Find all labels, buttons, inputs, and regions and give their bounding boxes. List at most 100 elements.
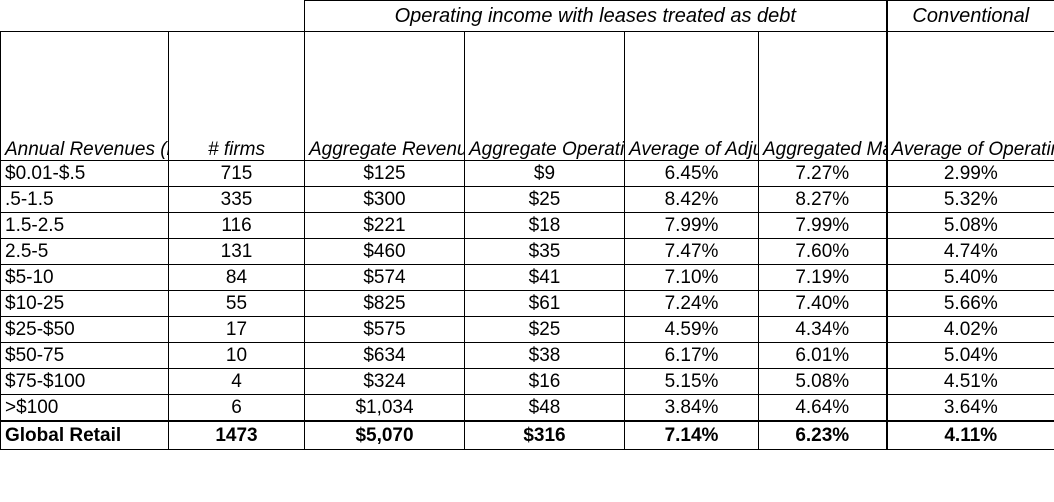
cell-aggregated-margin: 7.60% <box>757 238 888 265</box>
col-header-aggregate-operating-income: Aggregate Operating Income (in $ billion… <box>464 31 625 161</box>
cell-aggregate-operating-income: $61 <box>464 290 625 317</box>
cell-aggregate-revenues: $460 <box>304 238 465 265</box>
cell-aggregate-operating-income: $35 <box>464 238 625 265</box>
cell-avg-adjusted-operating-margin: 5.15% <box>624 368 759 395</box>
cell-avg-adjusted-operating-margin: 7.24% <box>624 290 759 317</box>
cell-avg-adjusted-operating-margin: 7.10% <box>624 264 759 291</box>
total-cell-aggregate-revenues: $5,070 <box>304 420 465 450</box>
cell-aggregate-operating-income: $25 <box>464 186 625 213</box>
cell-aggregate-revenues: $634 <box>304 342 465 369</box>
cell-aggregate-revenues: $125 <box>304 160 465 187</box>
cell-avg-operating-margin: 4.51% <box>885 368 1054 395</box>
cell-avg-adjusted-operating-margin: 6.17% <box>624 342 759 369</box>
table-row: $10-25 55 $825 $61 7.24% 7.40% 5.66% <box>0 290 1054 317</box>
cell-annual-revenues: $5-10 <box>0 264 169 291</box>
cell-avg-adjusted-operating-margin: 4.59% <box>624 316 759 343</box>
cell-aggregate-operating-income: $16 <box>464 368 625 395</box>
cell-aggregate-revenues: $300 <box>304 186 465 213</box>
cell-avg-operating-margin: 5.04% <box>885 342 1054 369</box>
cell-num-firms: 4 <box>168 368 305 395</box>
cell-aggregate-revenues: $574 <box>304 264 465 291</box>
total-cell-aggregated-margin: 6.23% <box>757 420 888 450</box>
cell-avg-adjusted-operating-margin: 7.99% <box>624 212 759 239</box>
cell-aggregated-margin: 4.64% <box>757 394 888 422</box>
cell-avg-operating-margin: 4.74% <box>885 238 1054 265</box>
cell-aggregate-operating-income: $41 <box>464 264 625 291</box>
total-cell-aggregate-operating-income: $316 <box>464 420 625 450</box>
cell-num-firms: 715 <box>168 160 305 187</box>
cell-avg-operating-margin: 3.64% <box>885 394 1054 422</box>
table-row: >$100 6 $1,034 $48 3.84% 4.64% 3.64% <box>0 394 1054 422</box>
cell-avg-operating-margin: 4.02% <box>885 316 1054 343</box>
group-header-blank <box>1 1 305 32</box>
cell-num-firms: 17 <box>168 316 305 343</box>
cell-aggregate-operating-income: $48 <box>464 394 625 422</box>
cell-aggregate-revenues: $825 <box>304 290 465 317</box>
table-row: $75-$100 4 $324 $16 5.15% 5.08% 4.51% <box>0 368 1054 395</box>
total-cell-avg-adjusted-operating-margin: 7.14% <box>624 420 759 450</box>
column-header-row: Annual Revenues (in $ billions) # firms … <box>0 31 1054 161</box>
cell-aggregate-operating-income: $25 <box>464 316 625 343</box>
cell-avg-adjusted-operating-margin: 3.84% <box>624 394 759 422</box>
cell-num-firms: 55 <box>168 290 305 317</box>
col-header-num-firms: # firms <box>168 31 305 161</box>
group-header-leases-as-debt: Operating income with leases treated as … <box>303 0 888 32</box>
cell-aggregate-operating-income: $38 <box>464 342 625 369</box>
table-row: 1.5-2.5 116 $221 $18 7.99% 7.99% 5.08% <box>0 212 1054 239</box>
cell-aggregated-margin: 7.40% <box>757 290 888 317</box>
cell-aggregate-revenues: $575 <box>304 316 465 343</box>
table-row: .5-1.5 335 $300 $25 8.42% 8.27% 5.32% <box>0 186 1054 213</box>
cell-avg-adjusted-operating-margin: 6.45% <box>624 160 759 187</box>
cell-avg-operating-margin: 2.99% <box>885 160 1054 187</box>
total-cell-num-firms: 1473 <box>168 420 305 450</box>
cell-avg-operating-margin: 5.32% <box>885 186 1054 213</box>
cell-avg-operating-margin: 5.08% <box>885 212 1054 239</box>
cell-annual-revenues: $25-$50 <box>0 316 169 343</box>
cell-aggregated-margin: 7.99% <box>757 212 888 239</box>
table-row: $0.01-$.5 715 $125 $9 6.45% 7.27% 2.99% <box>0 160 1054 187</box>
cell-avg-operating-margin: 5.40% <box>885 264 1054 291</box>
cell-aggregated-margin: 4.34% <box>757 316 888 343</box>
cell-avg-adjusted-operating-margin: 7.47% <box>624 238 759 265</box>
col-header-aggregate-revenues: Aggregate Revenues (in $ billions) <box>304 31 465 161</box>
cell-annual-revenues: 1.5-2.5 <box>0 212 169 239</box>
cell-num-firms: 10 <box>168 342 305 369</box>
cell-annual-revenues: $50-75 <box>0 342 169 369</box>
cell-annual-revenues: $0.01-$.5 <box>0 160 169 187</box>
group-header-row: Operating income with leases treated as … <box>1 0 1054 32</box>
table-row: 2.5-5 131 $460 $35 7.47% 7.60% 4.74% <box>0 238 1054 265</box>
cell-avg-adjusted-operating-margin: 8.42% <box>624 186 759 213</box>
cell-avg-operating-margin: 5.66% <box>885 290 1054 317</box>
total-cell-avg-operating-margin: 4.11% <box>885 420 1054 450</box>
cell-aggregate-operating-income: $9 <box>464 160 625 187</box>
retail-margins-table: Operating income with leases treated as … <box>0 0 1054 450</box>
total-row: Global Retail 1473 $5,070 $316 7.14% 6.23% 4.1… <box>0 420 1054 450</box>
cell-num-firms: 131 <box>168 238 305 265</box>
group-header-conventional: Conventional <box>885 0 1054 32</box>
col-header-avg-operating-margin: Average of Operating Margin <box>885 31 1054 161</box>
col-header-aggregated-margin: Aggregated Margin <box>757 31 888 161</box>
table-row: $5-10 84 $574 $41 7.10% 7.19% 5.40% <box>0 264 1054 291</box>
table-row: $50-75 10 $634 $38 6.17% 6.01% 5.04% <box>0 342 1054 369</box>
cell-aggregate-revenues: $324 <box>304 368 465 395</box>
col-header-avg-adjusted-operating-margin: Average of Adjusted Operating Margin <box>624 31 759 161</box>
col-header-annual-revenues: Annual Revenues (in $ billions) <box>0 31 169 161</box>
cell-annual-revenues: .5-1.5 <box>0 186 169 213</box>
cell-annual-revenues: 2.5-5 <box>0 238 169 265</box>
cell-aggregate-operating-income: $18 <box>464 212 625 239</box>
cell-aggregated-margin: 6.01% <box>757 342 888 369</box>
cell-annual-revenues: $10-25 <box>0 290 169 317</box>
cell-num-firms: 116 <box>168 212 305 239</box>
cell-annual-revenues: >$100 <box>0 394 169 422</box>
cell-num-firms: 84 <box>168 264 305 291</box>
cell-annual-revenues: $75-$100 <box>0 368 169 395</box>
cell-aggregate-revenues: $221 <box>304 212 465 239</box>
cell-num-firms: 6 <box>168 394 305 422</box>
cell-num-firms: 335 <box>168 186 305 213</box>
table-row: $25-$50 17 $575 $25 4.59% 4.34% 4.02% <box>0 316 1054 343</box>
cell-aggregated-margin: 7.19% <box>757 264 888 291</box>
total-cell-annual-revenues: Global Retail <box>0 420 169 450</box>
cell-aggregated-margin: 7.27% <box>757 160 888 187</box>
cell-aggregated-margin: 5.08% <box>757 368 888 395</box>
cell-aggregate-revenues: $1,034 <box>304 394 465 422</box>
